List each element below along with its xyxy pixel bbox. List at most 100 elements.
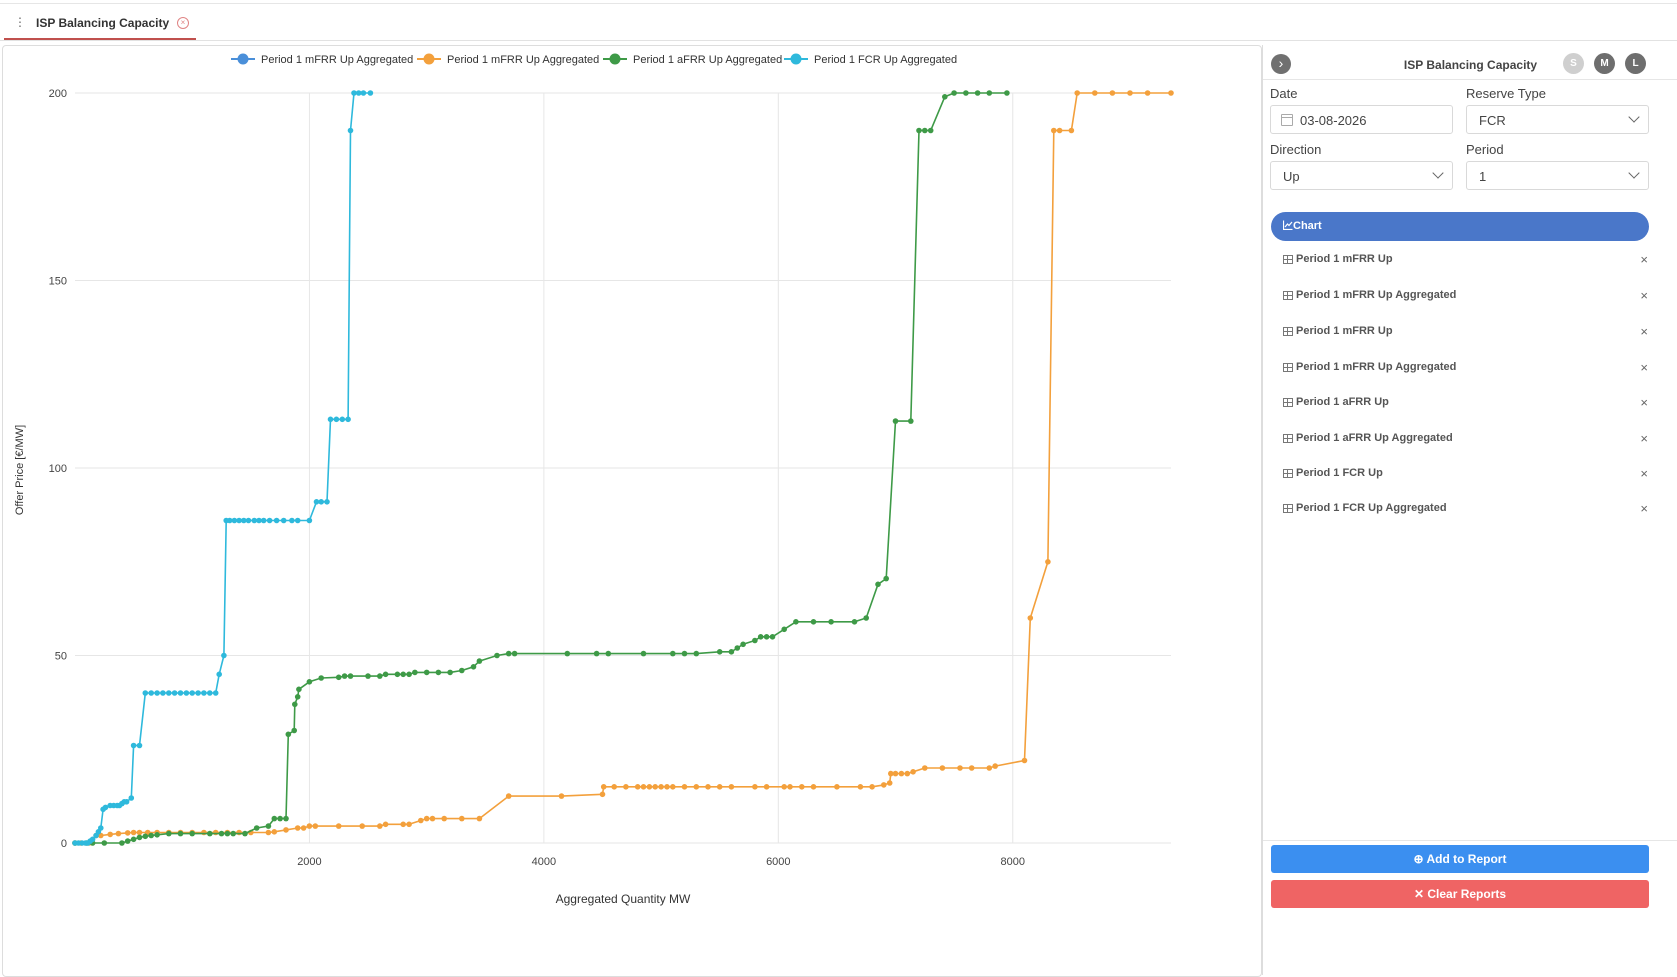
data-point <box>221 652 227 659</box>
data-point <box>963 90 969 96</box>
data-point <box>283 815 289 822</box>
data-point <box>201 829 207 836</box>
data-point <box>294 517 301 524</box>
report-item[interactable]: Period 1 mFRR Up × <box>1283 324 1648 344</box>
size-large-button[interactable]: L <box>1625 53 1646 74</box>
data-point <box>752 637 758 644</box>
chevron-right-icon[interactable]: › <box>1271 54 1291 74</box>
data-point <box>769 634 776 640</box>
data-point <box>333 416 340 423</box>
report-item[interactable]: Period 1 FCR Up Aggregated × <box>1283 501 1648 521</box>
data-point <box>851 619 858 625</box>
report-item[interactable]: Period 1 aFRR Up × <box>1283 395 1648 415</box>
y-axis-label: Offer Price [€/MW] <box>14 425 26 515</box>
data-point <box>236 829 242 836</box>
date-label: Date <box>1270 86 1298 101</box>
table-icon <box>1283 504 1293 513</box>
data-point <box>313 499 320 505</box>
remove-icon[interactable]: × <box>1640 501 1648 516</box>
data-point <box>763 784 770 790</box>
data-point <box>810 784 817 790</box>
size-small-button[interactable]: S <box>1563 53 1584 74</box>
clear-reports-button[interactable]: ✕ Clear Reports <box>1271 880 1649 908</box>
clear-reports-label: Clear Reports <box>1427 887 1507 901</box>
date-value: 03-08-2026 <box>1300 113 1367 128</box>
report-item[interactable]: Period 1 FCR Up × <box>1283 466 1648 486</box>
data-point <box>406 671 412 678</box>
data-point <box>875 581 881 588</box>
data-point <box>128 795 135 801</box>
top-divider <box>0 3 1677 4</box>
data-point <box>793 619 799 625</box>
drag-handle-icon[interactable]: ⋮ <box>14 15 26 29</box>
remove-icon[interactable]: × <box>1640 466 1648 481</box>
table-icon <box>1283 363 1293 372</box>
report-item-label: Period 1 aFRR Up Aggregated <box>1296 432 1453 444</box>
data-point <box>253 825 260 831</box>
size-medium-button[interactable]: M <box>1594 53 1615 74</box>
data-point <box>177 830 184 837</box>
data-point <box>335 674 342 681</box>
remove-icon[interactable]: × <box>1640 324 1648 339</box>
data-point <box>740 641 746 648</box>
data-point <box>728 784 735 790</box>
data-point <box>511 650 518 657</box>
remove-icon[interactable]: × <box>1640 288 1648 303</box>
data-point <box>441 815 448 822</box>
period-select[interactable]: 1 <box>1466 161 1649 190</box>
data-point <box>231 517 238 524</box>
reserve-type-select[interactable]: FCR <box>1466 105 1649 134</box>
data-point <box>236 517 242 524</box>
data-point <box>922 765 928 771</box>
data-point <box>148 690 154 696</box>
data-point <box>799 784 805 790</box>
data-point <box>904 770 911 777</box>
reserve-type-label: Reserve Type <box>1466 86 1546 101</box>
data-point <box>1109 90 1116 96</box>
data-point <box>148 832 154 839</box>
date-field[interactable]: 03-08-2026 <box>1270 105 1453 134</box>
data-point <box>226 517 233 524</box>
data-point <box>927 127 934 134</box>
data-point <box>130 836 137 843</box>
remove-icon[interactable]: × <box>1640 252 1648 267</box>
remove-icon[interactable]: × <box>1640 395 1648 410</box>
tab-isp-balancing-capacity[interactable]: ⋮ ISP Balancing Capacity × <box>4 7 196 40</box>
data-point <box>1127 90 1133 96</box>
data-point <box>124 838 131 844</box>
data-point <box>605 650 612 657</box>
data-point <box>942 94 948 100</box>
data-point <box>957 765 963 771</box>
y-tick-label: 150 <box>49 276 67 288</box>
data-point <box>154 690 160 696</box>
report-item[interactable]: Period 1 aFRR Up Aggregated × <box>1283 431 1648 451</box>
data-point <box>177 690 184 696</box>
data-point <box>652 784 658 790</box>
report-item[interactable]: Period 1 mFRR Up Aggregated × <box>1283 288 1648 308</box>
report-item[interactable]: Period 1 mFRR Up Aggregated × <box>1283 360 1648 380</box>
remove-icon[interactable]: × <box>1640 431 1648 446</box>
data-point <box>245 517 252 524</box>
chart-report-tab[interactable]: Chart <box>1271 212 1649 241</box>
report-item[interactable]: Period 1 mFRR Up × <box>1283 252 1648 272</box>
data-point <box>883 575 889 582</box>
report-item-label: Period 1 mFRR Up <box>1296 253 1393 265</box>
data-point <box>285 731 292 738</box>
add-to-report-button[interactable]: ⊕ Add to Report <box>1271 845 1649 873</box>
data-point <box>351 90 357 96</box>
remove-icon[interactable]: × <box>1640 360 1648 375</box>
data-point <box>734 645 741 651</box>
data-point <box>716 649 723 655</box>
close-icon[interactable]: × <box>177 17 189 29</box>
data-point <box>400 671 407 678</box>
chevron-down-icon <box>1432 167 1444 179</box>
data-point <box>757 634 764 640</box>
direction-select[interactable]: Up <box>1270 161 1453 190</box>
data-point <box>423 815 430 822</box>
data-point <box>382 671 389 678</box>
data-point <box>705 784 711 790</box>
data-point <box>681 784 688 790</box>
period-label: Period <box>1466 142 1504 157</box>
sidebar-divider <box>1263 840 1677 841</box>
data-point <box>400 821 407 828</box>
